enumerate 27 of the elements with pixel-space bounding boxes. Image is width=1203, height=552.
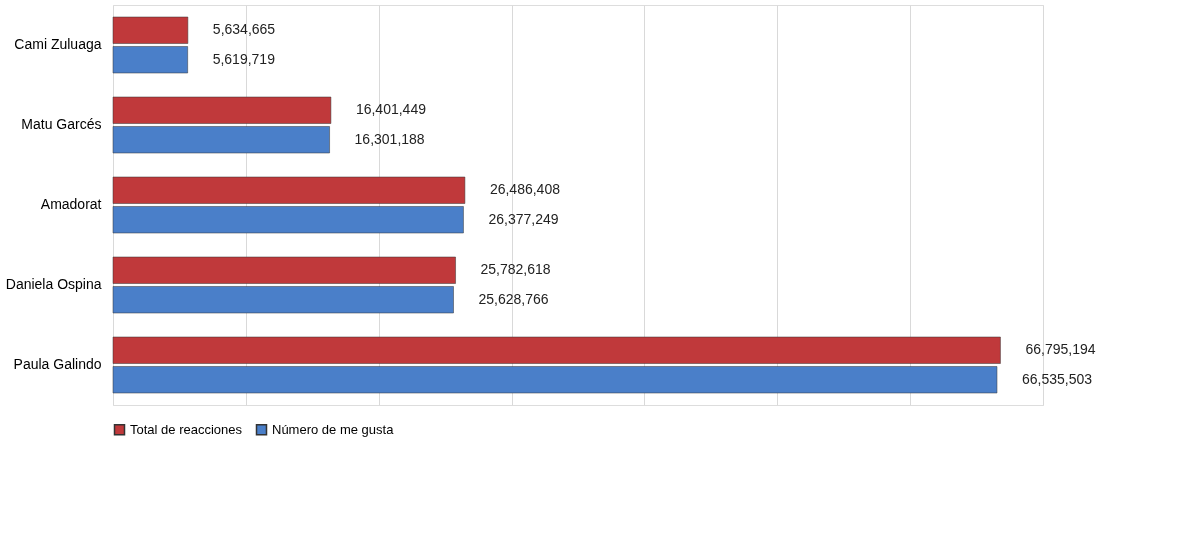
bar — [112, 46, 188, 74]
bar — [112, 96, 332, 124]
bar — [112, 176, 466, 204]
data-label: 25,782,618 — [480, 261, 551, 278]
data-label: 66,535,503 — [1021, 370, 1093, 387]
bar — [112, 336, 1001, 364]
data-label: 5,634,665 — [212, 21, 276, 38]
data-label: 26,377,249 — [488, 210, 559, 227]
data-label: 25,628,766 — [478, 290, 549, 307]
legend-label: Número de me gusta — [272, 421, 395, 437]
bar — [112, 126, 330, 154]
data-label: 16,401,449 — [355, 101, 427, 118]
y-tick-label: Matu Garcés — [21, 116, 102, 132]
legend-label: Total de reacciones — [130, 421, 243, 437]
y-tick-label: Paula Galindo — [13, 356, 102, 372]
data-label: 26,486,408 — [489, 181, 561, 198]
bar — [112, 256, 456, 284]
data-label: 16,301,188 — [354, 130, 425, 147]
bar — [112, 206, 464, 234]
data-label: 5,619,719 — [212, 50, 276, 67]
bar — [112, 366, 998, 394]
bar — [112, 16, 189, 44]
y-tick-label: Cami Zuluaga — [14, 36, 102, 52]
bar — [112, 286, 454, 314]
y-tick-label: Daniela Ospina — [5, 276, 102, 292]
y-tick-label: Amadorat — [40, 196, 102, 212]
data-label: 66,795,194 — [1025, 341, 1096, 358]
